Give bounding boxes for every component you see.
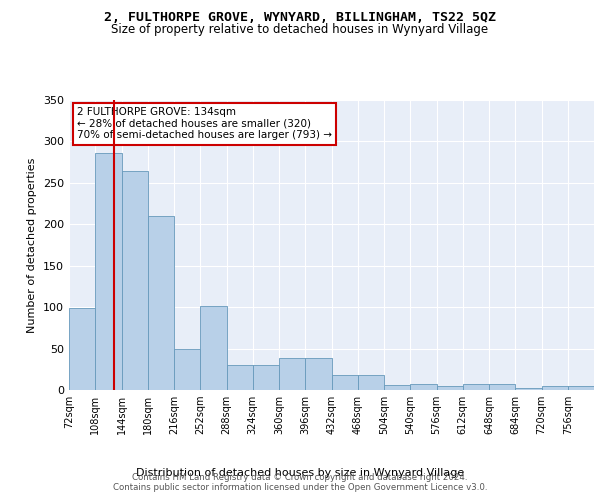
Bar xyxy=(463,384,489,390)
Bar xyxy=(410,384,437,390)
Bar xyxy=(200,306,227,390)
Bar xyxy=(174,348,200,390)
Bar xyxy=(542,386,568,390)
Bar xyxy=(515,388,542,390)
Bar xyxy=(489,384,515,390)
Text: 2 FULTHORPE GROVE: 134sqm
← 28% of detached houses are smaller (320)
70% of semi: 2 FULTHORPE GROVE: 134sqm ← 28% of detac… xyxy=(77,108,332,140)
Bar xyxy=(568,386,594,390)
Bar xyxy=(358,375,384,390)
Bar xyxy=(148,216,174,390)
Text: Distribution of detached houses by size in Wynyard Village: Distribution of detached houses by size … xyxy=(136,468,464,477)
Text: Contains HM Land Registry data © Crown copyright and database right 2024.
Contai: Contains HM Land Registry data © Crown c… xyxy=(113,473,487,492)
Bar xyxy=(122,172,148,390)
Bar xyxy=(69,308,95,390)
Bar xyxy=(384,385,410,390)
Bar xyxy=(227,365,253,390)
Bar xyxy=(95,153,122,390)
Bar xyxy=(437,386,463,390)
Text: Size of property relative to detached houses in Wynyard Village: Size of property relative to detached ho… xyxy=(112,22,488,36)
Text: 2, FULTHORPE GROVE, WYNYARD, BILLINGHAM, TS22 5QZ: 2, FULTHORPE GROVE, WYNYARD, BILLINGHAM,… xyxy=(104,11,496,24)
Bar xyxy=(253,365,279,390)
Bar xyxy=(305,358,332,390)
Bar xyxy=(279,358,305,390)
Bar xyxy=(332,375,358,390)
Y-axis label: Number of detached properties: Number of detached properties xyxy=(28,158,37,332)
